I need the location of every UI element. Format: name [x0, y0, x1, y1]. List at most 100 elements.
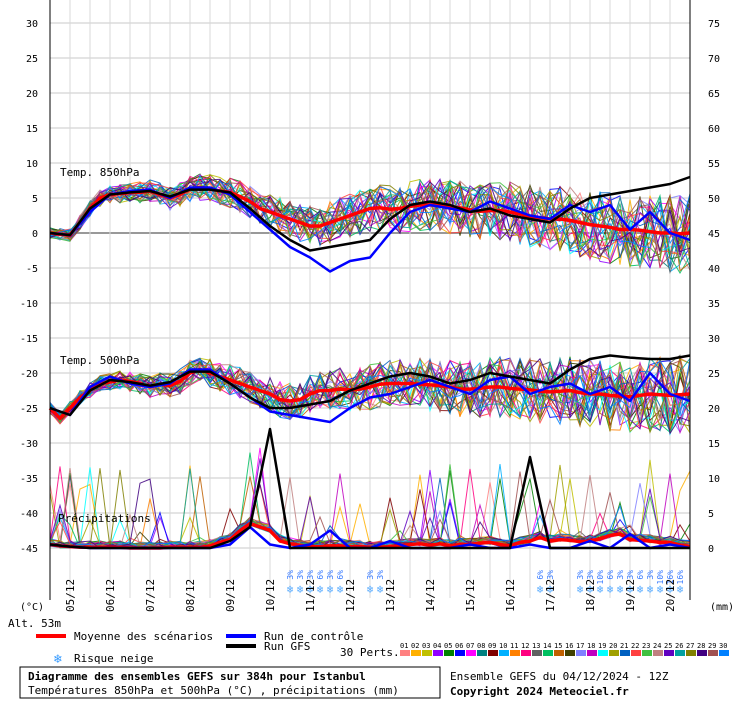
snow-pct-label: 3% [646, 570, 655, 580]
perturbation-line [49, 178, 691, 258]
snow-pct-label: 6% [606, 570, 615, 580]
snow-risk-icon: ❄ [547, 583, 554, 596]
snow-pct-label: 10% [596, 570, 605, 585]
right-tick-label: 70 [708, 54, 720, 65]
legend-mean-label: Moyenne des scénarios [74, 630, 213, 643]
snow-pct-label: 6% [536, 570, 545, 580]
pert-number: 06 [455, 642, 463, 650]
right-tick-label: 55 [708, 159, 720, 170]
pert-number: 16 [565, 642, 573, 650]
pert-number: 29 [708, 642, 716, 650]
right-tick-label: 0 [708, 544, 714, 555]
panel-label-precip: Précipitations [58, 512, 151, 525]
snow-risk-icon: ❄ [287, 583, 294, 596]
snow-pct-label: 3% [296, 570, 305, 580]
right-unit-label: (mm) [710, 602, 734, 613]
snow-risk-icon: ❄ [337, 583, 344, 596]
pert-color-swatch [675, 650, 685, 656]
series-line [49, 175, 691, 252]
right-tick-label: 35 [708, 299, 720, 310]
pert-number: 24 [653, 642, 661, 650]
snow-pct-label: 3% [616, 570, 625, 580]
pert-color-swatch [444, 650, 454, 656]
pert-color-swatch [532, 650, 542, 656]
pert-number: 25 [664, 642, 672, 650]
pert-number: 26 [675, 642, 683, 650]
x-date-label: 07/12 [144, 579, 157, 612]
right-tick-label: 25 [708, 369, 720, 380]
title-box [19, 666, 441, 699]
x-date-label: 09/12 [224, 579, 237, 612]
x-date-label: 08/12 [184, 579, 197, 612]
series-line [49, 354, 691, 417]
snow-risk-icon: ❄ [587, 583, 594, 596]
pert-color-swatch [499, 650, 509, 656]
pert-number: 07 [466, 642, 474, 650]
snow-pct-label: 6% [316, 570, 325, 580]
pert-color-swatch [488, 650, 498, 656]
x-date-label: 15/12 [464, 579, 477, 612]
legend: Moyenne des scénarios Run de contrôle Ru… [36, 630, 729, 667]
snow-risk-icon: ❄ [657, 583, 664, 596]
snow-pct-label: 6% [336, 570, 345, 580]
pert-color-swatch [620, 650, 630, 656]
snow-risk-icon: ❄ [307, 583, 314, 596]
snow-risk-icon: ❄ [677, 583, 684, 596]
snow-pct-label: 10% [656, 570, 665, 585]
left-tick-label: 0 [32, 229, 38, 240]
panel-label-t850: Temp. 850hPa [60, 166, 139, 179]
pert-number: 10 [499, 642, 507, 650]
pert-number: 17 [576, 642, 584, 650]
snow-risk-icon: ❄ [597, 583, 604, 596]
snow-pct-label: 16% [666, 570, 675, 585]
snow-risk-icon: ❄ [537, 583, 544, 596]
pert-color-swatch [587, 650, 597, 656]
pert-number: 05 [444, 642, 452, 650]
left-tick-label: -15 [20, 334, 38, 345]
pert-color-swatch [719, 650, 729, 656]
pert-color-swatch [455, 650, 465, 656]
left-tick-label: 10 [26, 159, 38, 170]
left-tick-label: -45 [20, 544, 38, 555]
pert-color-swatch [631, 650, 641, 656]
pert-number: 13 [532, 642, 540, 650]
right-tick-label: 60 [708, 124, 720, 135]
perturbation-line [49, 471, 691, 549]
snow-pct-label: 3% [326, 570, 335, 580]
pert-color-swatch [510, 650, 520, 656]
pert-number: 27 [686, 642, 694, 650]
snow-pct-label: 3% [626, 570, 635, 580]
legend-gfs-label: Run GFS [264, 640, 310, 653]
snow-risk-icon: ❄ [577, 583, 584, 596]
x-date-label: 19/12 [624, 579, 637, 612]
right-tick-label: 50 [708, 194, 720, 205]
left-tick-label: 20 [26, 89, 38, 100]
snow-pct-label: 3% [306, 570, 315, 580]
x-date-label: 11/12 [304, 579, 317, 612]
pert-number: 01 [400, 642, 408, 650]
perturbation-line [49, 179, 691, 267]
legend-perts-label: 30 Perts. [340, 646, 400, 659]
chart-title: Diagramme des ensembles GEFS sur 384h po… [28, 670, 366, 683]
pert-number: 11 [510, 642, 518, 650]
pert-color-swatch [411, 650, 421, 656]
x-date-label: 05/12 [64, 579, 77, 612]
legend-control-label: Run de contrôle [264, 630, 363, 643]
left-tick-label: -5 [26, 264, 38, 275]
snow-pct-label: 3% [366, 570, 375, 580]
snow-risk-icon: ❄ [377, 583, 384, 596]
run-info: Ensemble GEFS du 04/12/2024 - 12Z [450, 670, 669, 683]
snow-risk-icon: ❄ [647, 583, 654, 596]
right-tick-label: 10 [708, 474, 720, 485]
right-tick-label: 45 [708, 229, 720, 240]
snowflake-icon: ❄ [53, 652, 62, 667]
pert-color-swatch [642, 650, 652, 656]
pert-number: 08 [477, 642, 485, 650]
chart-subtitle: Températures 850hPa et 500hPa (°C) , pré… [28, 684, 399, 697]
right-tick-label: 65 [708, 89, 720, 100]
panel-label-t500: Temp. 500hPa [60, 354, 139, 367]
pert-number: 04 [433, 642, 441, 650]
perturbation-line [49, 478, 691, 549]
snow-risk-icon: ❄ [607, 583, 614, 596]
